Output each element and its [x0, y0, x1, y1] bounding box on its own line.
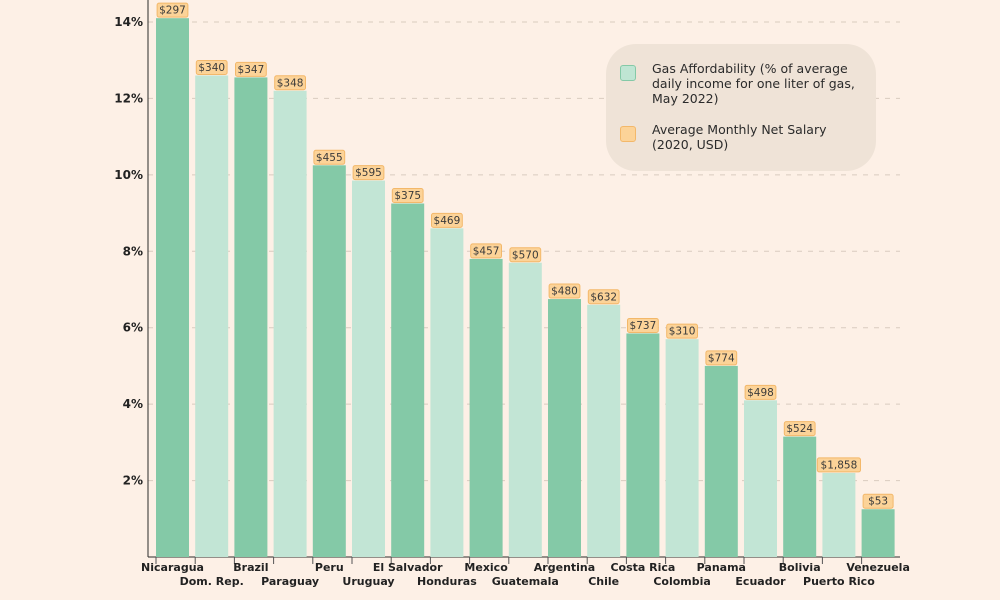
salary-label: $469 [434, 215, 461, 227]
salary-label: $375 [394, 190, 421, 202]
salary-badge [783, 421, 816, 437]
bar [391, 203, 425, 557]
x-tick-label: Bolivia [779, 561, 821, 574]
salary-badge [548, 283, 581, 299]
bar [822, 472, 856, 557]
bar [665, 339, 699, 557]
salary-badge [156, 2, 189, 18]
bar [744, 400, 777, 557]
salary-label: $498 [747, 387, 774, 399]
y-tick-label: 4% [123, 397, 143, 411]
bar [626, 333, 660, 557]
bar [548, 299, 581, 557]
x-tick-label: Argentina [534, 561, 595, 574]
salary-badge [274, 75, 307, 91]
x-tick-label: Uruguay [342, 575, 394, 588]
salary-label: $53 [868, 496, 888, 508]
salary-badge [352, 165, 385, 181]
y-tick-label: 2% [123, 474, 143, 488]
salary-badge [744, 384, 777, 400]
salary-badge [235, 61, 267, 77]
legend-item-gas-affordability: Gas Affordability (% of average daily in… [620, 61, 857, 106]
salary-label: $297 [159, 5, 186, 17]
salary-label: $340 [198, 62, 225, 74]
salary-label: $457 [473, 245, 500, 257]
salary-badge [313, 149, 346, 165]
bar [783, 436, 817, 557]
legend-item-monthly-salary: Average Monthly Net Salary (2020, USD) [620, 122, 857, 152]
x-tick-label: Guatemala [492, 575, 559, 588]
salary-badge [195, 60, 228, 75]
bar [273, 90, 307, 558]
x-tick-label: Puerto Rico [803, 575, 875, 588]
salary-label: $310 [669, 326, 696, 338]
x-tick-label: Dom. Rep. [180, 575, 244, 588]
x-tick-label: Nicaragua [141, 561, 204, 574]
x-tick-label: El Salvador [373, 561, 443, 574]
x-tick-label: Ecuador [735, 575, 786, 588]
y-tick-label: 12% [114, 91, 143, 105]
x-tick-label: Paraguay [261, 575, 319, 588]
x-tick-label: Panama [697, 561, 746, 574]
legend-swatch-gas-affordability [620, 65, 636, 81]
y-tick-label: 10% [114, 168, 143, 182]
x-tick-label: Venezuela [846, 561, 910, 574]
salary-badge [470, 243, 503, 259]
bar [430, 228, 464, 557]
salary-badge [509, 247, 542, 263]
legend-label-gas-affordability: Gas Affordability (% of average daily in… [652, 61, 855, 106]
legend-label-monthly-salary: Average Monthly Net Salary (2020, USD) [652, 122, 827, 152]
salary-label: $480 [551, 286, 578, 298]
x-tick-label: Costa Rica [610, 561, 675, 574]
salary-label: $774 [708, 352, 735, 364]
salary-label: $524 [786, 423, 813, 435]
legend-swatch-monthly-salary [620, 126, 636, 142]
salary-badge [431, 212, 463, 228]
y-tick-label: 6% [123, 321, 143, 335]
bar [352, 180, 385, 557]
salary-badge [587, 289, 620, 305]
salary-label: $1,858 [821, 459, 858, 471]
x-tick-label: Honduras [417, 575, 477, 588]
bar [508, 262, 542, 557]
salary-label: $347 [238, 64, 265, 76]
salary-badge [862, 493, 894, 509]
bar [469, 258, 503, 557]
salary-label: $632 [590, 291, 617, 303]
y-tick-label: 8% [123, 244, 143, 258]
salary-label: $348 [277, 77, 304, 89]
salary-badge [705, 350, 738, 366]
x-tick-label: Colombia [653, 575, 711, 588]
salary-label: $737 [630, 320, 657, 332]
salary-badge [627, 317, 659, 333]
x-tick-label: Brazil [233, 561, 268, 574]
salary-badge [816, 457, 861, 473]
bar [234, 77, 268, 558]
x-tick-label: Mexico [464, 561, 508, 574]
bar [704, 365, 738, 557]
x-tick-label: Chile [588, 575, 619, 588]
salary-label: $570 [512, 249, 539, 261]
legend: Gas Affordability (% of average daily in… [606, 44, 876, 171]
salary-label: $455 [316, 152, 343, 164]
salary-badge [391, 188, 424, 204]
bar [861, 509, 895, 557]
bar [587, 304, 621, 557]
salary-badge [666, 323, 699, 339]
bar [156, 18, 189, 557]
salary-label: $595 [355, 167, 382, 179]
y-tick-label: 14% [114, 15, 143, 29]
x-tick-label: Peru [315, 561, 344, 574]
bar [195, 75, 229, 557]
bar [312, 165, 346, 557]
